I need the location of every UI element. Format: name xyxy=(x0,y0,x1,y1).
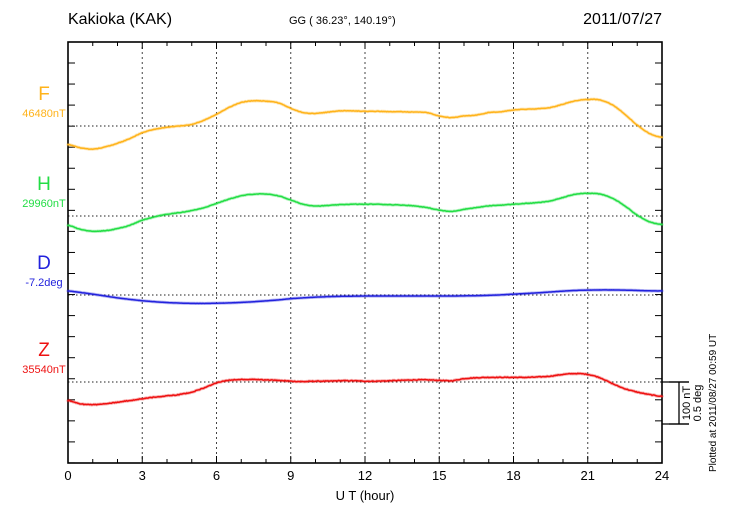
geographic-coordinates: GG ( 36.23°, 140.19°) xyxy=(289,15,396,27)
x-tick-label: 24 xyxy=(655,468,669,483)
x-tick-label: 15 xyxy=(432,468,446,483)
component-baseline-d: -7.2deg xyxy=(25,277,62,289)
page-title: Kakioka (KAK) xyxy=(68,11,173,28)
x-axis-ticks xyxy=(67,42,663,463)
component-label-d: D xyxy=(37,253,51,274)
observation-date: 2011/07/27 xyxy=(583,11,662,28)
plotted-timestamp: Plotted at 2011/08/27 00:59 UT xyxy=(708,334,719,472)
component-label-h: H xyxy=(37,174,51,195)
x-axis-title: U T (hour) xyxy=(336,488,395,503)
component-baseline-f: 46480nT xyxy=(22,108,66,120)
x-axis-tick-labels: 0 3 6 9 12 15 18 21 24 xyxy=(64,468,669,483)
component-baseline-z: 35540nT xyxy=(22,364,66,376)
y-axis-ticks xyxy=(68,62,662,464)
component-label-f: F xyxy=(38,84,50,105)
scale-bar: 100 nT 0.5 deg xyxy=(662,381,704,425)
component-labels: F 46480nT H 29960nT D -7.2deg Z 35540nT xyxy=(22,84,66,376)
x-tick-label: 12 xyxy=(358,468,372,483)
x-tick-label: 21 xyxy=(581,468,595,483)
component-label-z: Z xyxy=(38,340,50,361)
x-tick-label: 6 xyxy=(213,468,220,483)
scale-bar-deg-label: 0.5 deg xyxy=(692,385,704,422)
x-tick-label: 18 xyxy=(506,468,520,483)
x-tick-label: 9 xyxy=(287,468,294,483)
component-baseline-h: 29960nT xyxy=(22,198,66,210)
x-tick-label: 0 xyxy=(64,468,71,483)
data-curves xyxy=(66,97,664,407)
scale-bar-nt-label: 100 nT xyxy=(681,386,693,421)
x-tick-label: 3 xyxy=(139,468,146,483)
grid-lines xyxy=(141,42,589,463)
